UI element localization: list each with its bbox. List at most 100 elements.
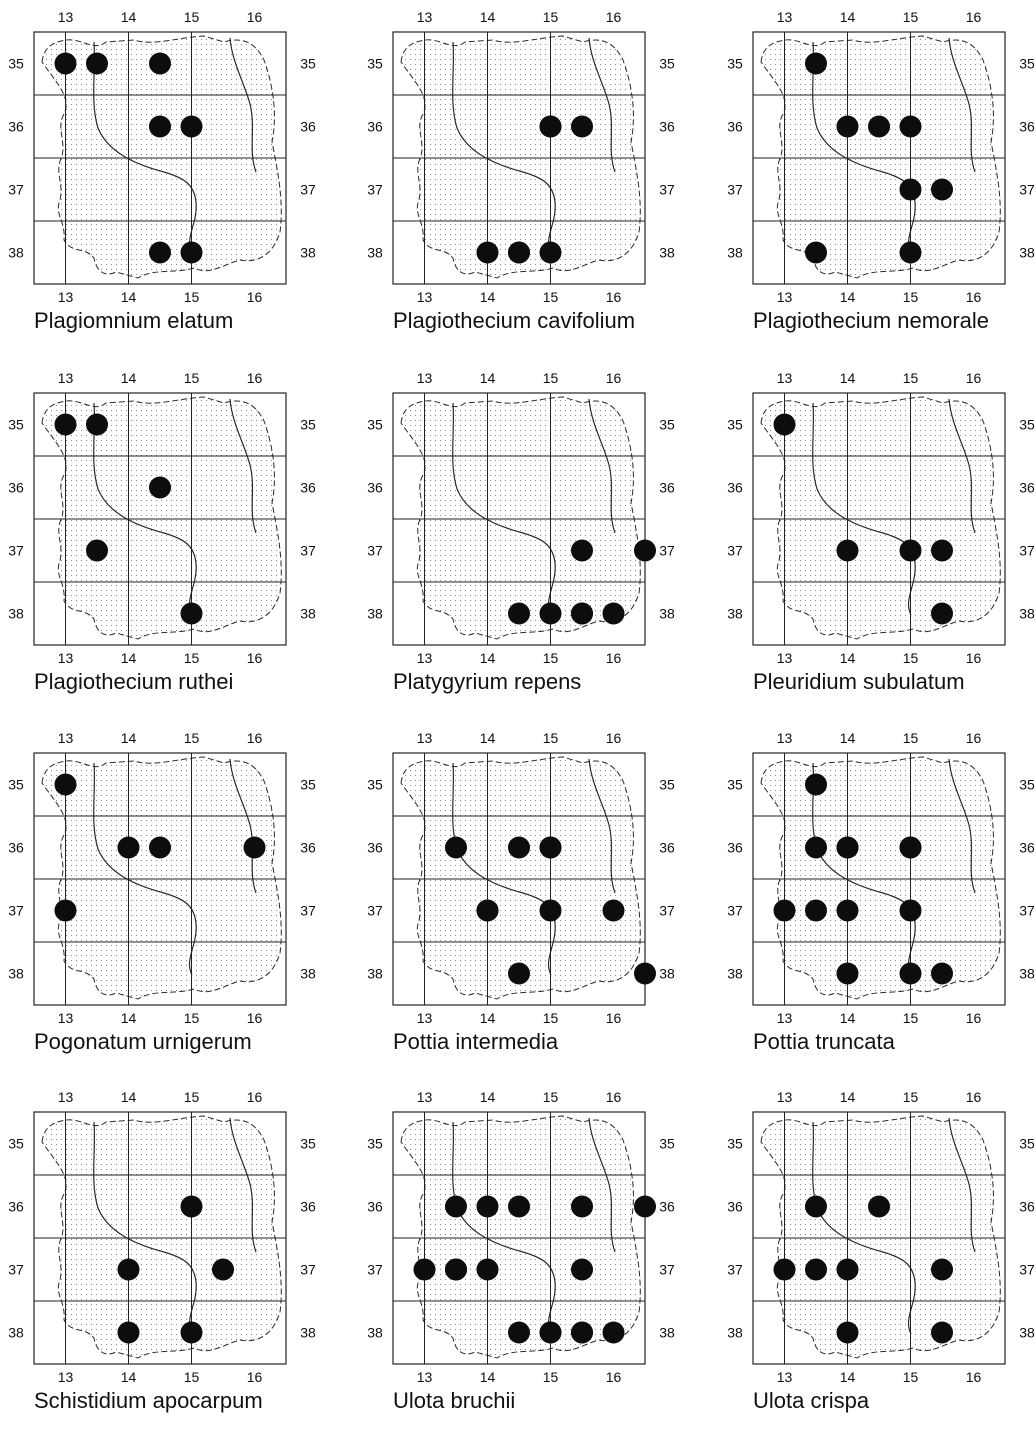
column-label: 13 <box>58 1369 74 1385</box>
occurrence-dot <box>212 1258 234 1281</box>
occurrence-dot <box>931 602 953 625</box>
column-label: 14 <box>121 1089 137 1105</box>
row-label: 37 <box>1019 1262 1035 1278</box>
occurrence-dot <box>602 899 625 922</box>
river-line <box>452 762 556 976</box>
column-label: 15 <box>184 730 200 746</box>
river-line <box>93 1121 197 1335</box>
column-label: 16 <box>247 1369 263 1385</box>
river-line <box>93 762 197 976</box>
column-label: 13 <box>417 1369 433 1385</box>
column-label: 16 <box>606 370 622 386</box>
column-label: 13 <box>58 9 74 25</box>
occurrence-dot <box>571 602 593 625</box>
occurrence-dot <box>180 602 203 625</box>
column-label: 13 <box>417 370 433 386</box>
distribution-map: 13 13 14 14 15 15 16 16 35 35 36 36 37 37 38 38 <box>727 9 1035 305</box>
territory-outline <box>41 396 282 640</box>
row-label: 37 <box>8 1262 24 1278</box>
river-line <box>812 402 916 616</box>
row-label: 36 <box>300 840 316 856</box>
row-label: 36 <box>8 1199 24 1215</box>
occurrence-dot <box>634 962 656 985</box>
row-label: 37 <box>659 182 675 198</box>
distribution-map: 13 13 14 14 15 15 16 16 35 35 36 36 37 37 38 38 <box>367 370 675 666</box>
occurrence-dot <box>54 773 77 796</box>
row-label: 36 <box>727 480 743 496</box>
occurrence-dot <box>508 1321 530 1344</box>
species-map-panel: 13 13 14 14 15 15 16 16 35 35 36 36 37 37 38 38 Plagioth… <box>359 0 704 360</box>
species-map-panel: 13 13 14 14 15 15 16 16 35 35 36 36 37 37 38 38 Pottia i… <box>359 721 704 1081</box>
occurrence-dot <box>868 115 890 138</box>
row-label: 36 <box>300 1199 316 1215</box>
row-label: 38 <box>300 245 316 261</box>
species-map-panel: 13 13 14 14 15 15 16 16 35 35 36 36 37 37 38 38 Plagioth… <box>0 361 345 721</box>
column-label: 14 <box>121 370 137 386</box>
row-label: 37 <box>300 903 316 919</box>
species-name: Pottia truncata <box>753 1029 895 1054</box>
distribution-map: 13 13 14 14 15 15 16 16 35 35 36 36 37 37 38 38 <box>727 370 1035 666</box>
row-label: 36 <box>367 480 383 496</box>
distribution-map: 13 13 14 14 15 15 16 16 35 35 36 36 37 37 38 38 <box>8 9 316 305</box>
column-label: 16 <box>606 1089 622 1105</box>
occurrence-dot <box>117 1321 140 1344</box>
species-name: Plagiothecium ruthei <box>34 669 234 694</box>
column-label: 14 <box>840 9 856 25</box>
occurrence-dot <box>180 1195 203 1218</box>
column-label: 14 <box>121 9 137 25</box>
occurrence-dot <box>508 1195 530 1218</box>
territory-outline <box>760 1115 1001 1359</box>
occurrence-dot <box>571 1321 593 1344</box>
row-label: 36 <box>659 1199 675 1215</box>
occurrence-dot <box>508 962 530 985</box>
territory-outline <box>41 756 282 1000</box>
row-label: 36 <box>1019 1199 1035 1215</box>
distribution-map: 13 13 14 14 15 15 16 16 35 35 36 36 37 37 38 38 <box>727 730 1035 1026</box>
occurrence-dot <box>805 241 827 264</box>
column-label: 14 <box>840 1089 856 1105</box>
row-label: 36 <box>727 840 743 856</box>
river-line <box>93 41 197 255</box>
column-label: 16 <box>606 730 622 746</box>
occurrence-dot <box>180 1321 203 1344</box>
river-line <box>948 37 976 173</box>
column-label: 13 <box>58 650 74 666</box>
column-label: 16 <box>606 650 622 666</box>
distribution-map: 13 13 14 14 15 15 16 16 35 35 36 36 37 37 38 38 <box>367 9 675 305</box>
occurrence-dot <box>149 836 171 859</box>
column-label: 16 <box>966 1369 982 1385</box>
river-line <box>229 37 257 173</box>
occurrence-dot <box>805 1195 827 1218</box>
occurrence-dot <box>836 539 859 562</box>
column-label: 13 <box>58 730 74 746</box>
row-label: 37 <box>300 1262 316 1278</box>
species-map-panel: 13 13 14 14 15 15 16 16 35 35 36 36 37 37 38 38 Pogonatu… <box>0 721 345 1081</box>
row-label: 36 <box>1019 119 1035 135</box>
column-label: 16 <box>247 650 263 666</box>
row-label: 35 <box>1019 1136 1035 1152</box>
occurrence-dot <box>836 836 859 859</box>
row-label: 38 <box>367 606 383 622</box>
distribution-map: 13 13 14 14 15 15 16 16 35 35 36 36 37 37 38 38 <box>727 1089 1035 1385</box>
river-line <box>588 758 616 894</box>
column-label: 16 <box>606 1010 622 1026</box>
row-label: 37 <box>727 543 743 559</box>
occurrence-dot <box>476 241 499 264</box>
column-label: 16 <box>247 9 263 25</box>
row-label: 36 <box>300 480 316 496</box>
occurrence-dot <box>54 413 77 436</box>
column-label: 13 <box>58 1089 74 1105</box>
column-label: 14 <box>840 1369 856 1385</box>
occurrence-dot <box>117 836 140 859</box>
column-label: 16 <box>247 370 263 386</box>
column-label: 13 <box>417 9 433 25</box>
row-label: 38 <box>300 966 316 982</box>
row-label: 38 <box>659 1325 675 1341</box>
occurrence-dot <box>931 1258 953 1281</box>
row-label: 37 <box>367 543 383 559</box>
column-label: 13 <box>777 1369 793 1385</box>
column-label: 16 <box>966 9 982 25</box>
column-label: 16 <box>966 1010 982 1026</box>
row-label: 35 <box>300 56 316 72</box>
row-label: 36 <box>727 1199 743 1215</box>
